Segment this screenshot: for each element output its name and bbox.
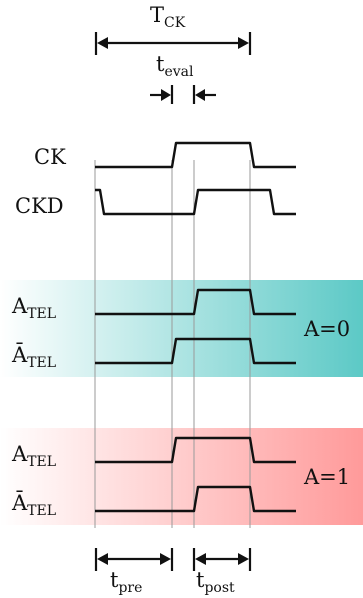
waveform-ck — [95, 141, 296, 169]
waveform-a-tel-1 — [95, 436, 296, 464]
pre-label: tpre — [110, 568, 143, 596]
eval-label: teval — [156, 52, 194, 80]
region-a0-band — [0, 280, 363, 377]
region-a1-band — [0, 428, 363, 525]
signal-label-ck: CK — [34, 145, 66, 169]
region-label-a0: A=0 — [304, 317, 351, 341]
post-dimension — [192, 548, 252, 571]
period-label: TCK — [150, 3, 186, 31]
pre-dimension — [94, 548, 174, 571]
signal-label-abar-tel-1: ĀTEL — [12, 491, 57, 519]
signal-label-a-tel-0: ATEL — [12, 294, 57, 322]
post-label: tpost — [196, 568, 235, 596]
waveform-abar-tel-1 — [95, 485, 296, 513]
eval-dimension — [150, 85, 216, 104]
waveform-a-tel-0 — [95, 288, 296, 316]
period-dimension — [94, 32, 252, 55]
signal-label-ckd: CKD — [15, 194, 64, 218]
waveform-ckd — [95, 188, 296, 216]
signal-label-abar-tel-0: ĀTEL — [12, 343, 57, 371]
signal-label-a-tel-1: ATEL — [12, 442, 57, 470]
region-label-a1: A=1 — [304, 465, 351, 489]
waveform-abar-tel-0 — [95, 337, 296, 365]
